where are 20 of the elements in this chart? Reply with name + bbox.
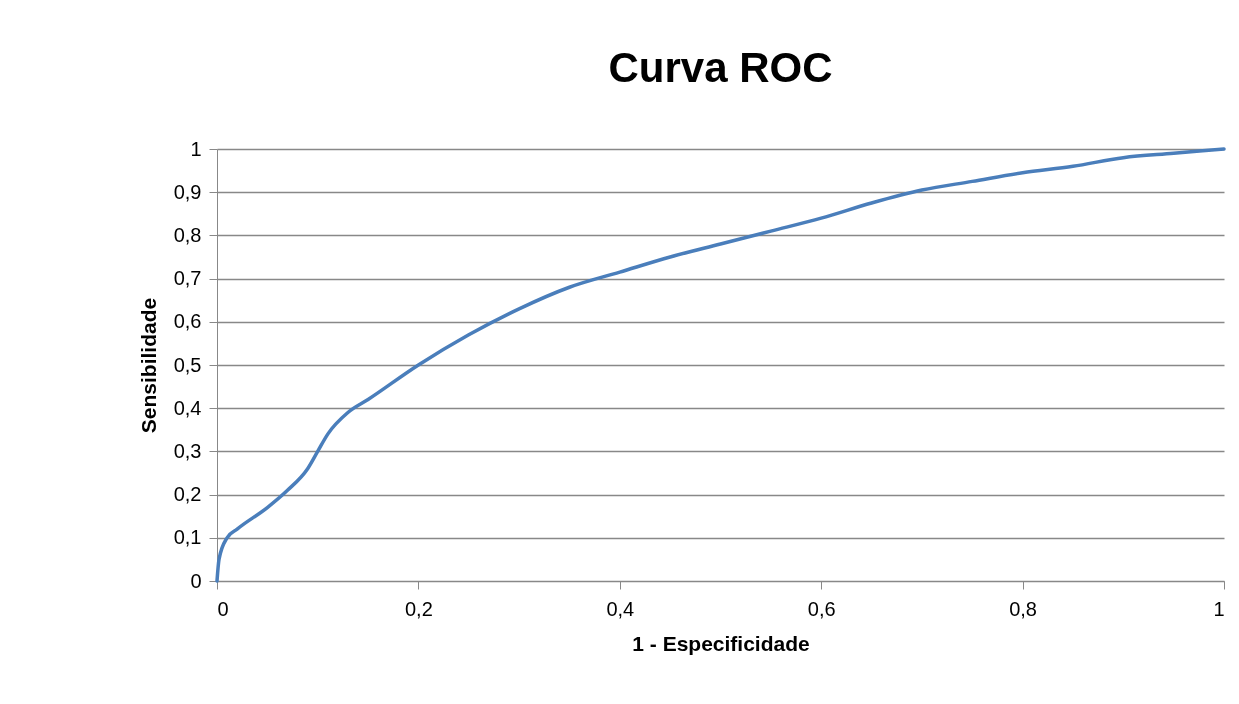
y-tick-label: 0,8 (173, 223, 202, 246)
y-tick-label: 1 (190, 137, 202, 160)
x-tick-label: 0,2 (404, 597, 433, 620)
y-tick-label: 0,6 (173, 310, 202, 333)
x-tick-label: 0,6 (807, 597, 836, 620)
y-tick-label: 0 (190, 569, 202, 592)
y-tick-label: 0,5 (173, 353, 202, 376)
y-tick-label: 0,4 (173, 396, 202, 419)
chart-title: Curva ROC (608, 44, 833, 91)
x-axis-title: 1 - Especificidade (632, 631, 810, 655)
y-axis-title: Sensibilidade (136, 297, 160, 434)
y-tick-label: 0,2 (173, 483, 202, 506)
x-tick-label: 1 (1213, 597, 1225, 620)
x-tick-label: 0,8 (1009, 597, 1038, 620)
x-tick-label: 0 (217, 597, 229, 620)
y-tick-label: 0,3 (173, 439, 202, 462)
y-tick-label: 0,1 (173, 526, 202, 549)
x-tick-label: 0,4 (606, 597, 635, 620)
y-tick-label: 0,7 (173, 267, 202, 290)
y-tick-label: 0,9 (173, 180, 202, 203)
